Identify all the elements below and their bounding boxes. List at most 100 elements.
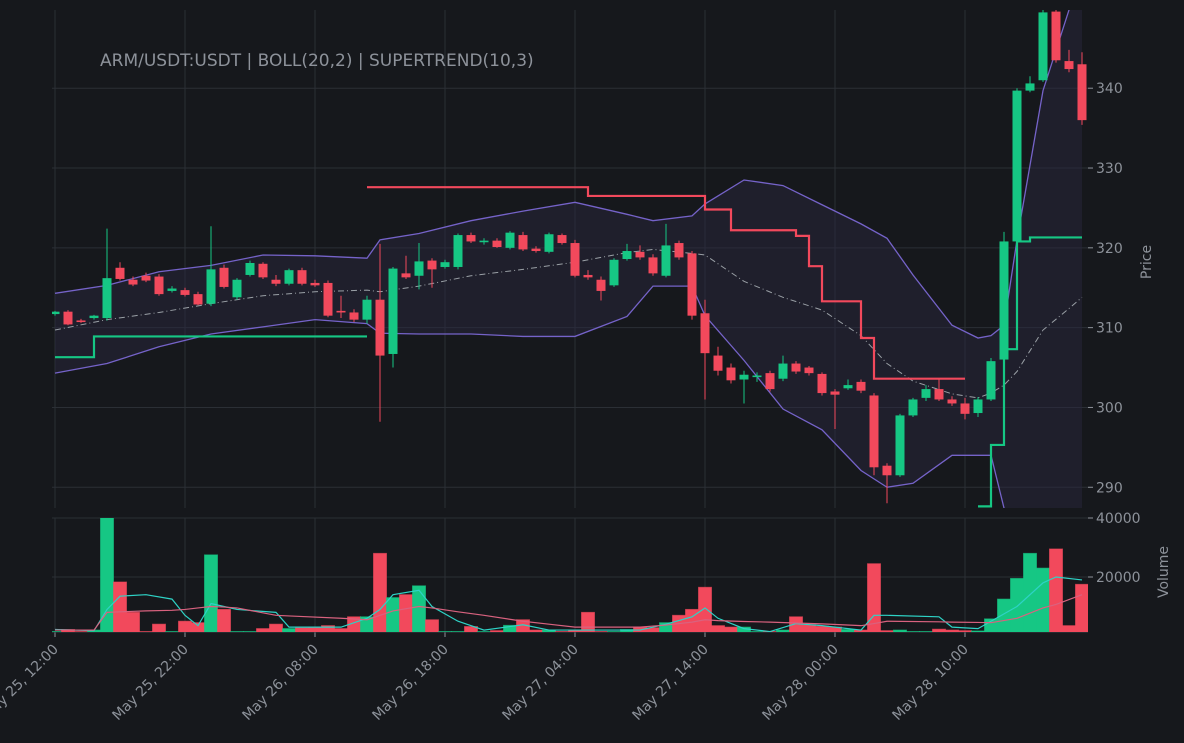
volume-bar — [932, 628, 946, 632]
candle-body — [947, 399, 957, 404]
candle-body — [726, 367, 736, 381]
volume-bar — [204, 554, 218, 632]
candle-body — [258, 263, 268, 278]
candle-body — [128, 279, 138, 285]
volume-bar — [152, 623, 166, 632]
volume-average-line — [54, 576, 1083, 632]
candle-body — [986, 361, 996, 400]
candle-body — [180, 290, 190, 295]
volume-bar — [815, 625, 829, 632]
candle-body — [570, 243, 580, 276]
volume-bar — [698, 586, 712, 632]
volume-bar — [100, 518, 114, 632]
candle-body — [1038, 12, 1048, 81]
candle-body — [635, 251, 645, 258]
candle-body — [622, 251, 632, 259]
volume-panel — [52, 518, 1088, 632]
volume-axis-label: Volume — [1156, 546, 1172, 598]
candle-body — [1077, 64, 1087, 121]
candle-body — [401, 273, 411, 278]
candle-body — [245, 262, 255, 275]
y-tick-label: 290 — [1096, 480, 1123, 496]
candle-body — [869, 395, 879, 468]
volume-bar — [958, 630, 972, 632]
candle-body — [349, 312, 359, 320]
volume-tick-label: 20000 — [1096, 570, 1141, 586]
volume-bar — [1075, 583, 1088, 632]
candle-body — [414, 261, 424, 276]
candle-body — [271, 279, 281, 284]
candle-body — [89, 315, 99, 319]
candle-body — [583, 274, 593, 278]
volume-bar — [295, 627, 309, 632]
volume-bar — [802, 624, 816, 632]
band-upper — [54, 10, 1070, 339]
candle-body — [1051, 11, 1061, 61]
candle-body — [804, 367, 814, 374]
volume-bar — [1010, 577, 1024, 632]
band-middle — [54, 248, 1083, 399]
candle-body — [648, 257, 658, 274]
volume-bar — [1036, 567, 1050, 632]
candle-body — [154, 276, 164, 295]
candle-body — [687, 253, 697, 316]
candle-body — [492, 240, 502, 248]
candle-body — [102, 278, 112, 319]
candle-body — [531, 248, 541, 252]
volume-bar — [841, 628, 855, 632]
volume-bar — [945, 629, 959, 632]
candle-body — [752, 375, 762, 378]
candle-body — [388, 268, 398, 354]
candle-body — [440, 262, 450, 267]
volume-bar — [997, 598, 1011, 632]
volume-bar — [971, 630, 985, 632]
volume-bar — [776, 629, 790, 632]
y-tick-label: 300 — [1096, 400, 1123, 416]
candle-body — [76, 320, 86, 323]
volume-bar — [1023, 552, 1037, 632]
volume-bar — [464, 626, 478, 632]
candle-body — [778, 363, 788, 379]
y-axis-label: Price — [1139, 245, 1155, 279]
y-tick-label: 340 — [1096, 81, 1123, 97]
candle-body — [934, 389, 944, 400]
volume-bar — [256, 628, 270, 632]
volume-bar — [412, 585, 426, 632]
candle-body — [856, 381, 866, 391]
volume-bar — [867, 563, 881, 632]
candle-body — [973, 399, 983, 414]
candle-body — [310, 282, 320, 286]
candle-body — [713, 355, 723, 371]
candle-body — [700, 313, 710, 354]
candle-body — [960, 403, 970, 414]
candle-body — [206, 269, 216, 304]
volume-bar — [711, 625, 725, 632]
candle-body — [544, 234, 554, 252]
band-lower — [54, 285, 1005, 508]
candle-body — [141, 275, 151, 281]
volume-bar — [386, 597, 400, 632]
candle-body — [739, 374, 749, 380]
candle-body — [1064, 61, 1074, 70]
candle-body — [882, 465, 892, 476]
candle-body — [908, 399, 918, 416]
candle-body — [115, 267, 125, 279]
volume-bar — [1049, 548, 1063, 632]
volume-bar — [334, 628, 348, 632]
candle-body — [362, 299, 372, 320]
volume-bar — [178, 620, 192, 632]
candle-body — [895, 415, 905, 476]
volume-bar — [581, 611, 595, 632]
candle-body — [518, 235, 528, 250]
volume-bar — [1062, 625, 1076, 632]
volume-bar — [373, 552, 387, 632]
candle-body — [921, 389, 931, 398]
candle-body — [167, 288, 177, 291]
y-tick-label: 330 — [1096, 161, 1123, 177]
candle-body — [219, 267, 229, 287]
candle-body — [765, 373, 775, 390]
candle-body — [52, 311, 60, 315]
volume-bar — [490, 630, 504, 632]
candle-body — [323, 282, 333, 316]
